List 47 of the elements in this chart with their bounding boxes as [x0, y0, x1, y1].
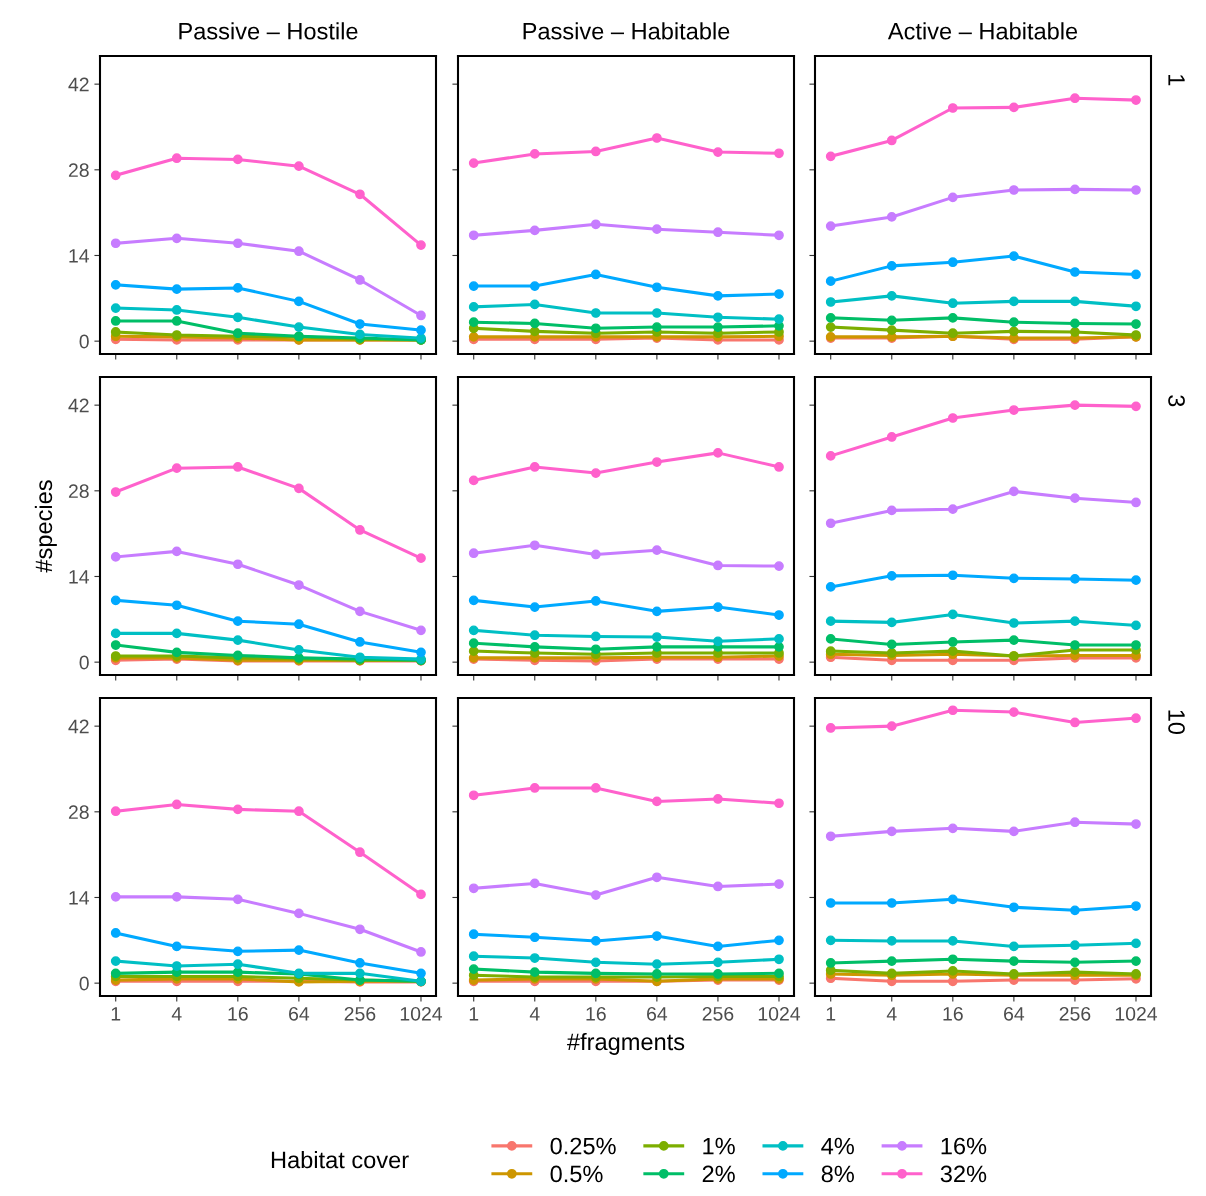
legend-title: Habitat cover [271, 1150, 409, 1169]
y-tick-label: 0 [79, 334, 89, 349]
chart-title: Active – Habitable [887, 22, 1078, 40]
legend-label: 8% [821, 1165, 854, 1183]
y-tick-label: 42 [68, 398, 89, 413]
legend-label: 32% [940, 1165, 987, 1183]
x-tick-label: 64 [1004, 1006, 1025, 1021]
y-tick-label: 0 [79, 655, 89, 670]
y2-axis-title: 3 [1168, 395, 1185, 407]
x-tick-label: 1 [826, 1007, 836, 1021]
x-tick-label: 4 [886, 1007, 897, 1021]
legend-label: 2% [702, 1165, 735, 1183]
y-tick-label: 14 [69, 249, 90, 263]
y-tick-label: 14 [69, 891, 90, 905]
y-axis-title: #species [34, 480, 57, 573]
x-tick-label: 1024 [758, 1006, 801, 1021]
legend-label: 0.5% [550, 1165, 603, 1183]
x-tick-label: 1024 [1115, 1006, 1158, 1021]
x-tick-label: 1 [469, 1007, 479, 1021]
y2-axis-title: 1 [1168, 75, 1185, 86]
x-tick-label: 16 [586, 1006, 606, 1021]
x-tick-label: 1024 [400, 1006, 443, 1021]
legend-label: 4% [821, 1137, 854, 1155]
y-tick-label: 0 [79, 976, 89, 991]
x-tick-label: 256 [1059, 1006, 1091, 1021]
y-tick-label: 28 [68, 805, 89, 820]
y-tick-label: 14 [69, 570, 90, 584]
x-tick-label: 64 [647, 1006, 668, 1021]
x-tick-label: 1 [111, 1007, 121, 1021]
x-tick-label: 256 [702, 1006, 734, 1021]
x-tick-label: 256 [344, 1006, 376, 1021]
y2-axis-title: 10 [1168, 710, 1185, 735]
legend-label: 0.25% [550, 1137, 616, 1155]
x-tick-label: 4 [529, 1007, 540, 1021]
x-tick-label: 64 [289, 1006, 310, 1021]
y-tick-label: 42 [68, 77, 89, 92]
x-axis-title: #fragments [567, 1032, 685, 1055]
x-tick-label: 16 [943, 1006, 963, 1021]
x-tick-label: 4 [171, 1007, 182, 1021]
chart-title: Passive – Hostile [179, 22, 358, 40]
y-tick-label: 28 [68, 484, 89, 499]
x-tick-label: 16 [228, 1006, 248, 1021]
legend-label: 1% [703, 1137, 735, 1155]
y-tick-label: 42 [68, 719, 89, 734]
legend-label: 16% [941, 1137, 987, 1155]
y-tick-label: 28 [68, 163, 89, 178]
chart-title: Passive – Habitable [523, 22, 730, 40]
